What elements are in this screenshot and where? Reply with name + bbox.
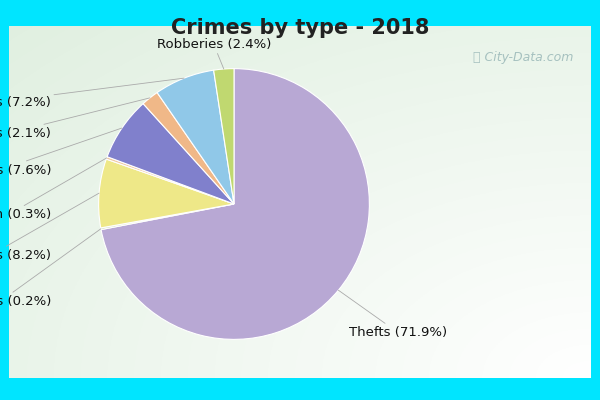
Wedge shape <box>101 204 234 230</box>
Text: Auto thefts (8.2%): Auto thefts (8.2%) <box>0 193 99 262</box>
Text: Crimes by type - 2018: Crimes by type - 2018 <box>171 18 429 38</box>
Text: ⓘ City-Data.com: ⓘ City-Data.com <box>473 51 574 64</box>
Text: Arson (0.3%): Arson (0.3%) <box>0 158 107 221</box>
Wedge shape <box>98 159 234 228</box>
Wedge shape <box>157 70 234 204</box>
Wedge shape <box>143 92 234 204</box>
Text: Murders (0.2%): Murders (0.2%) <box>0 229 101 308</box>
Wedge shape <box>101 69 370 339</box>
Text: Assaults (7.6%): Assaults (7.6%) <box>0 128 122 177</box>
Text: Rapes (2.1%): Rapes (2.1%) <box>0 98 150 140</box>
Text: Burglaries (7.2%): Burglaries (7.2%) <box>0 78 184 109</box>
Wedge shape <box>106 157 234 204</box>
Text: Thefts (71.9%): Thefts (71.9%) <box>338 290 447 339</box>
Wedge shape <box>107 104 234 204</box>
Text: Robberies (2.4%): Robberies (2.4%) <box>157 38 271 69</box>
Wedge shape <box>214 69 234 204</box>
